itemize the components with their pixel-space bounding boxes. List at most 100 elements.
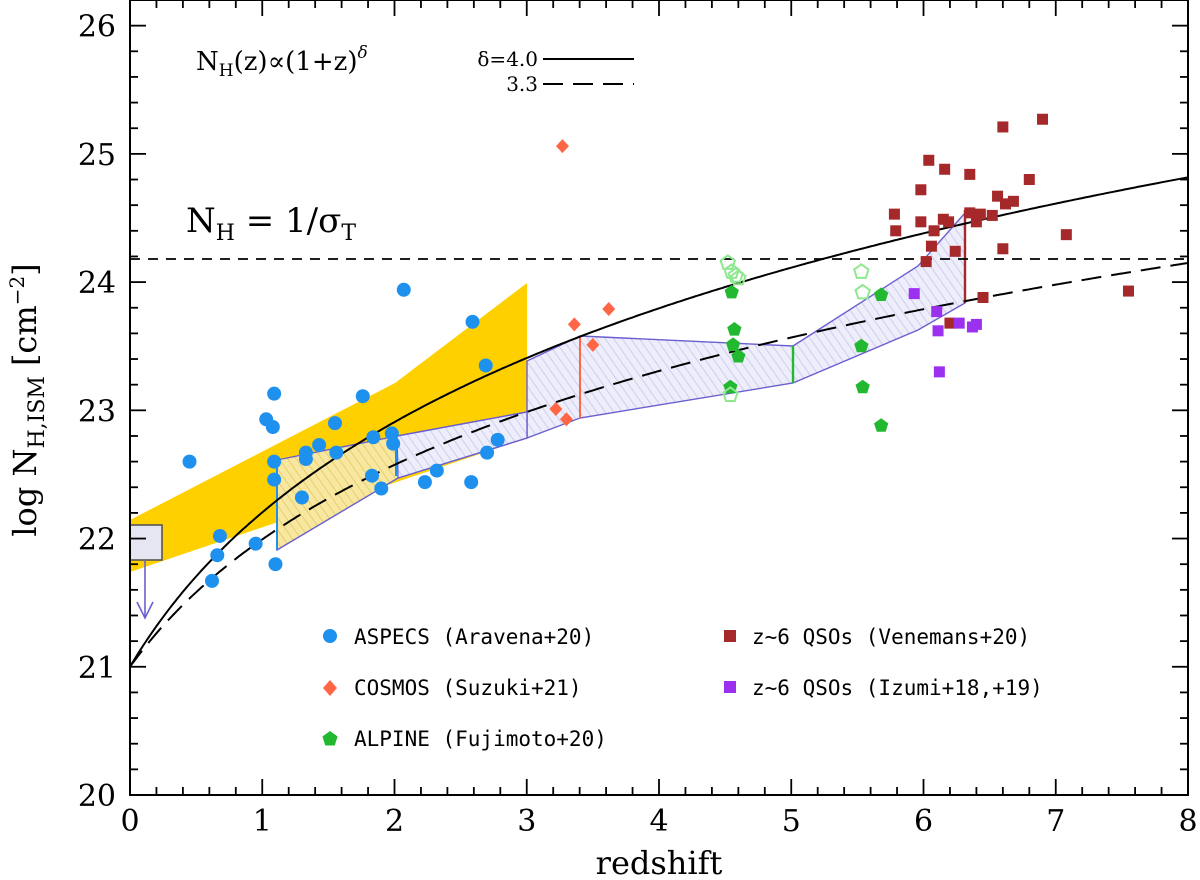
- data-point-s1-4: [586, 337, 600, 352]
- y-tick-label: 21: [78, 651, 116, 686]
- data-point-s0-26: [464, 475, 479, 490]
- data-point-s5-1: [931, 306, 943, 318]
- data-point-s0-13: [298, 452, 313, 467]
- data-point-s4-4: [920, 256, 932, 268]
- x-tick-label: 0: [120, 804, 139, 839]
- legend-item-aspecs: ASPECS (Aravena+20): [323, 625, 594, 649]
- y-axis-title-unit: [cm: [6, 305, 44, 366]
- data-point-s0-25: [396, 282, 411, 297]
- data-point-s3-2: [727, 266, 744, 283]
- x-axis-title: redshift: [596, 844, 723, 880]
- svg-text:COSMOS (Suzuki+21): COSMOS (Suzuki+21): [354, 676, 582, 700]
- data-point-s0-29: [480, 445, 495, 460]
- curve-legend-label-dashed: 3.3: [506, 72, 538, 96]
- data-point-s4-7: [928, 225, 940, 237]
- data-point-s0-22: [386, 436, 401, 451]
- data-point-s4-1: [890, 225, 902, 237]
- y-axis-title-sub: H,ISM: [25, 376, 50, 448]
- data-point-s4-27: [944, 317, 956, 329]
- data-point-s2-3: [731, 349, 746, 363]
- data-point-s5-0: [908, 288, 920, 300]
- series-legend: ASPECS (Aravena+20) COSMOS (Suzuki+21) A…: [322, 625, 1043, 751]
- data-point-s4-26: [1122, 285, 1134, 297]
- data-point-s2-0: [724, 284, 739, 299]
- data-point-s4-11: [949, 245, 961, 257]
- data-point-s3-5: [853, 263, 870, 279]
- x-tick-label: 4: [649, 804, 668, 839]
- x-tick-label: 7: [1046, 804, 1065, 839]
- model-curves: [130, 176, 1188, 668]
- data-point-s0-30: [490, 432, 505, 447]
- data-point-s0-28: [478, 358, 493, 373]
- data-point-s3-4: [722, 386, 739, 402]
- data-point-s3-3: [730, 269, 747, 286]
- upper-limit-arrow-head: [136, 601, 154, 620]
- hatched-region-mid-z: [526, 211, 966, 440]
- y-tick-label: 24: [78, 266, 116, 301]
- x-tick-label: 1: [253, 804, 272, 839]
- data-point-s3-6: [854, 283, 871, 300]
- data-point-s0-17: [355, 389, 370, 404]
- data-points: [182, 113, 1134, 588]
- svg-text:ALPINE (Fujimoto+20): ALPINE (Fujimoto+20): [354, 727, 607, 751]
- data-point-s4-3: [915, 216, 927, 228]
- ticks: [129, 0, 1189, 796]
- data-point-s4-15: [974, 208, 986, 220]
- data-point-s4-12: [964, 168, 976, 180]
- data-point-s4-24: [1037, 113, 1049, 125]
- data-point-s1-1: [549, 402, 563, 417]
- data-point-s0-15: [327, 416, 342, 431]
- data-point-s1-5: [602, 302, 616, 317]
- svg-text:ASPECS (Aravena+20): ASPECS (Aravena+20): [354, 625, 594, 649]
- data-point-s2-2: [727, 322, 742, 336]
- legend-item-venemans: z~6 QSOs (Venemans+20): [724, 625, 1030, 649]
- x-tick-label: 3: [517, 804, 536, 839]
- data-point-s0-1: [204, 573, 219, 588]
- data-point-s0-9: [267, 472, 282, 487]
- data-point-s0-8: [267, 454, 282, 469]
- data-point-s0-23: [417, 475, 432, 490]
- legend-item-alpine: ALPINE (Fujimoto+20): [322, 727, 607, 751]
- data-point-s5-2: [932, 325, 944, 337]
- data-point-s0-4: [248, 536, 263, 551]
- y-axis-title-main: log N: [6, 449, 44, 537]
- data-point-s0-20: [374, 481, 389, 496]
- data-point-s4-16: [977, 291, 989, 303]
- data-point-s1-2: [559, 412, 573, 427]
- data-point-s3-0: [719, 254, 737, 270]
- data-point-s4-0: [888, 208, 900, 220]
- gold-band: [130, 283, 527, 572]
- data-point-s0-11: [294, 490, 309, 505]
- data-point-s0-16: [329, 445, 344, 460]
- curve-delta-3.3: [130, 262, 1188, 668]
- data-point-s4-14: [970, 216, 982, 228]
- data-point-s0-2: [210, 548, 225, 563]
- data-point-s2-6: [855, 379, 870, 394]
- data-point-s1-3: [567, 317, 581, 332]
- curve-delta-4.0: [130, 176, 1188, 668]
- data-point-s0-27: [465, 314, 480, 329]
- data-point-s4-9: [939, 163, 951, 175]
- svg-text:z~6 QSOs (Izumi+18,+19): z~6 QSOs (Izumi+18,+19): [752, 676, 1043, 700]
- data-point-s2-5: [854, 338, 869, 353]
- data-point-s0-21: [384, 426, 399, 441]
- data-point-s4-25: [1060, 229, 1072, 241]
- curve-legend-label-solid: δ=4.0: [477, 47, 538, 71]
- data-point-s0-19: [366, 430, 381, 445]
- local-upper-limit-box: [130, 524, 163, 561]
- data-point-s2-8: [874, 418, 889, 432]
- y-tick-label: 22: [78, 523, 116, 558]
- data-point-s4-20: [997, 243, 1009, 255]
- x-tick-label: 5: [782, 804, 801, 839]
- data-point-s4-19: [997, 121, 1009, 133]
- y-axis-title-unit-close: ]: [6, 263, 44, 275]
- data-point-s0-10: [268, 557, 283, 572]
- legend-item-izumi: z~6 QSOs (Izumi+18,+19): [724, 676, 1043, 700]
- y-tick-label: 26: [78, 10, 116, 45]
- thomson-annotation: NH = 1/σT: [186, 201, 356, 246]
- data-point-s4-22: [1007, 195, 1019, 207]
- y-axis-title: log NH,ISM [cm−2]: [5, 263, 50, 536]
- data-point-s4-18: [992, 190, 1004, 202]
- data-point-s4-2: [915, 184, 927, 196]
